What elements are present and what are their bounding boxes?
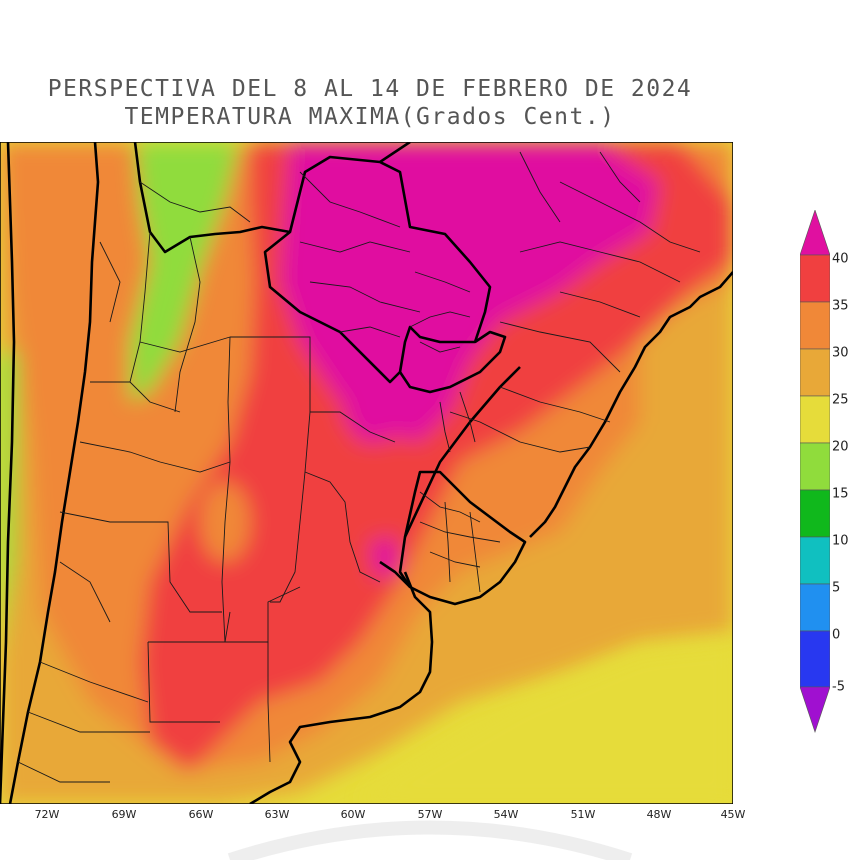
colorbar-label-40: 40 xyxy=(832,251,849,267)
colorbar-label-0: 0 xyxy=(832,627,841,643)
field-20-25-ocean xyxy=(360,642,733,804)
colorbar-label-15: 15 xyxy=(832,486,849,502)
colorbar-35-40 xyxy=(800,254,830,303)
andes-border xyxy=(8,142,100,804)
field-above-40-patch-2 xyxy=(370,537,400,577)
colorbar-below-m5 xyxy=(800,686,830,733)
watermark-graphic xyxy=(227,820,633,860)
colorbar-0-5 xyxy=(800,583,830,632)
rio-de-la-plata xyxy=(379,560,411,588)
lon-label-63w: 63W xyxy=(264,808,290,821)
lon-label-45w: 45W xyxy=(720,808,746,821)
colorbar-30-35 xyxy=(800,301,830,350)
colorbar-label-35: 35 xyxy=(832,298,849,314)
map-subtitle: TEMPERATURA MAXIMA(Grados Cent.) xyxy=(124,104,616,130)
colorbar-label-5: 5 xyxy=(832,580,841,596)
map-title: PERSPECTIVA DEL 8 AL 14 DE FEBRERO DE 20… xyxy=(47,76,693,102)
country-borders xyxy=(0,142,733,804)
field-30-35-patch xyxy=(90,258,110,286)
field-above-40-patch xyxy=(340,402,390,442)
colorbar-m5-0 xyxy=(800,630,830,688)
colorbar-25-30 xyxy=(800,348,830,397)
lon-label-66w: 66W xyxy=(188,808,214,821)
uruguay-border xyxy=(398,470,527,606)
colorbar-label-30: 30 xyxy=(832,345,849,361)
lon-label-69w: 69W xyxy=(111,808,137,821)
argentina-coast xyxy=(249,571,434,804)
lon-label-54w: 54W xyxy=(493,808,519,821)
colorbar-label-minus5: -5 xyxy=(832,679,845,695)
field-15-20 xyxy=(130,142,240,402)
lon-label-72w: 72W xyxy=(34,808,60,821)
colorbar-5-10 xyxy=(800,536,830,585)
colorbar-10-15 xyxy=(800,489,830,538)
misiones-border xyxy=(398,330,507,394)
lon-label-48w: 48W xyxy=(646,808,672,821)
colorbar-label-10: 10 xyxy=(832,533,849,549)
colorbar-20-25 xyxy=(800,395,830,444)
colorbar-label-20: 20 xyxy=(832,439,849,455)
brazil-coast xyxy=(529,271,733,538)
colorbar-label-25: 25 xyxy=(832,392,849,408)
temperature-map xyxy=(0,142,733,804)
temperature-colorbar xyxy=(800,210,830,733)
colorbar-15-20 xyxy=(800,442,830,491)
lon-label-57w: 57W xyxy=(417,808,443,821)
lon-label-60w: 60W xyxy=(340,808,366,821)
province-borders xyxy=(17,151,701,783)
lon-label-51w: 51W xyxy=(570,808,596,821)
pacific-coast xyxy=(0,142,16,804)
brazil-bolivia-border xyxy=(379,142,411,164)
paraguay-border xyxy=(263,155,492,384)
colorbar-above-40 xyxy=(800,210,830,256)
